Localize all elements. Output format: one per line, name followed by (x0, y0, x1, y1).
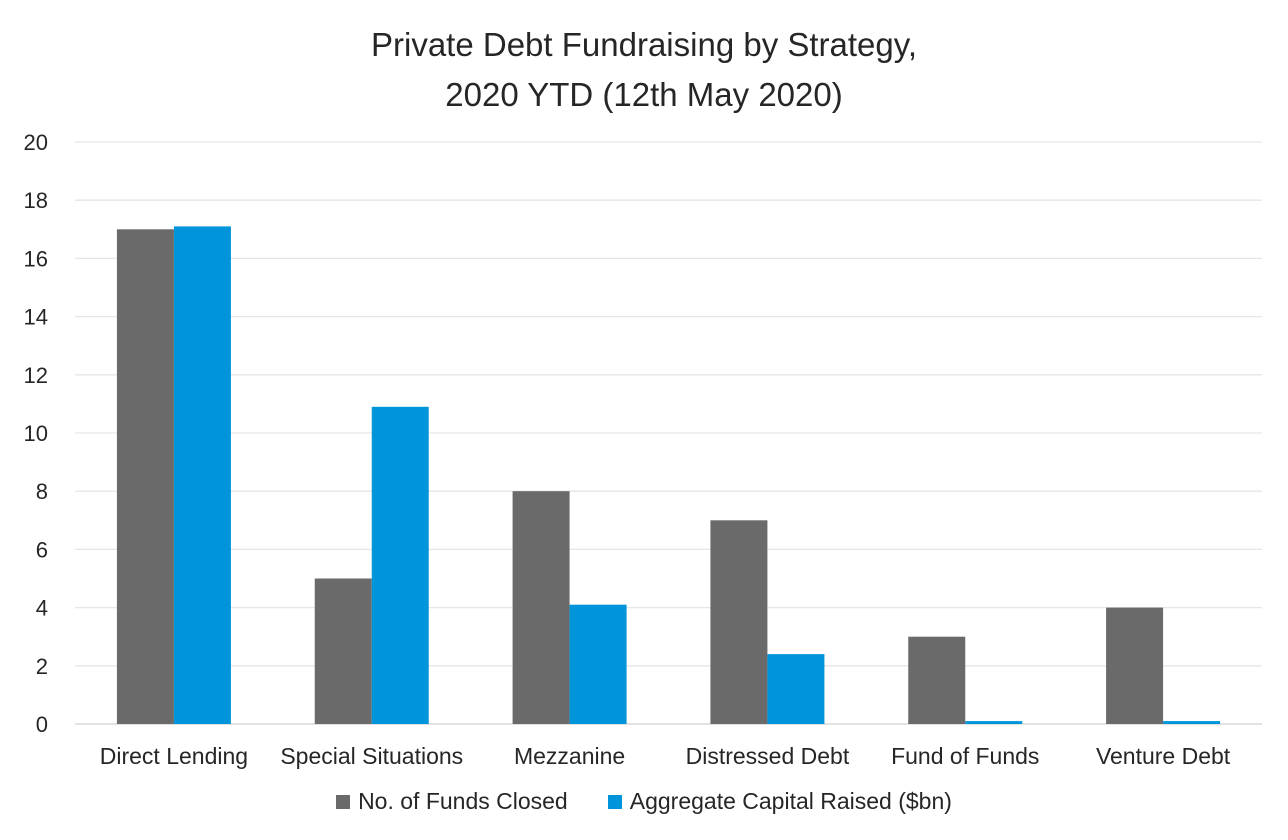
bar-capital-raised (1163, 721, 1221, 724)
y-tick-label: 0 (36, 712, 48, 737)
bar-capital-raised (173, 226, 231, 724)
bar-capital-raised (371, 406, 429, 724)
legend-item-funds-closed: No. of Funds Closed (336, 788, 568, 815)
y-tick-label: 2 (36, 654, 48, 679)
x-tick-label: Distressed Debt (686, 743, 850, 769)
bar-funds-closed (1106, 607, 1164, 724)
y-tick-label: 8 (36, 479, 48, 504)
bar-funds-closed (908, 636, 966, 724)
chart-title: Private Debt Fundraising by Strategy, 20… (0, 20, 1288, 120)
y-tick-label: 18 (24, 188, 48, 213)
y-tick-label: 16 (24, 246, 48, 271)
legend-swatch-capital-raised (607, 794, 622, 809)
x-tick-label: Venture Debt (1096, 743, 1231, 769)
y-tick-label: 4 (36, 596, 48, 621)
y-tick-label: 6 (36, 537, 48, 562)
legend-label-funds-closed: No. of Funds Closed (358, 788, 568, 814)
legend-item-capital-raised: Aggregate Capital Raised ($bn) (607, 788, 952, 815)
bar-capital-raised (767, 654, 825, 724)
x-tick-label: Fund of Funds (891, 743, 1039, 769)
bar-capital-raised (965, 721, 1023, 724)
x-tick-label: Mezzanine (514, 743, 625, 769)
bar-funds-closed (710, 520, 768, 724)
x-tick-label: Direct Lending (100, 743, 248, 769)
bar-funds-closed (116, 229, 174, 725)
bar-funds-closed (314, 578, 372, 724)
y-tick-label: 20 (24, 130, 48, 155)
chart-legend: No. of Funds Closed Aggregate Capital Ra… (0, 788, 1288, 815)
legend-label-capital-raised: Aggregate Capital Raised ($bn) (629, 788, 952, 814)
y-tick-label: 12 (24, 363, 48, 388)
chart-title-line-2: 2020 YTD (12th May 2020) (445, 76, 843, 113)
y-tick-label: 14 (24, 305, 48, 330)
bar-capital-raised (569, 604, 627, 724)
bar-funds-closed (512, 491, 570, 724)
legend-swatch-funds-closed (336, 794, 351, 809)
x-tick-label: Special Situations (280, 743, 463, 769)
y-tick-label: 10 (24, 421, 48, 446)
chart-title-line-1: Private Debt Fundraising by Strategy, (371, 26, 917, 63)
